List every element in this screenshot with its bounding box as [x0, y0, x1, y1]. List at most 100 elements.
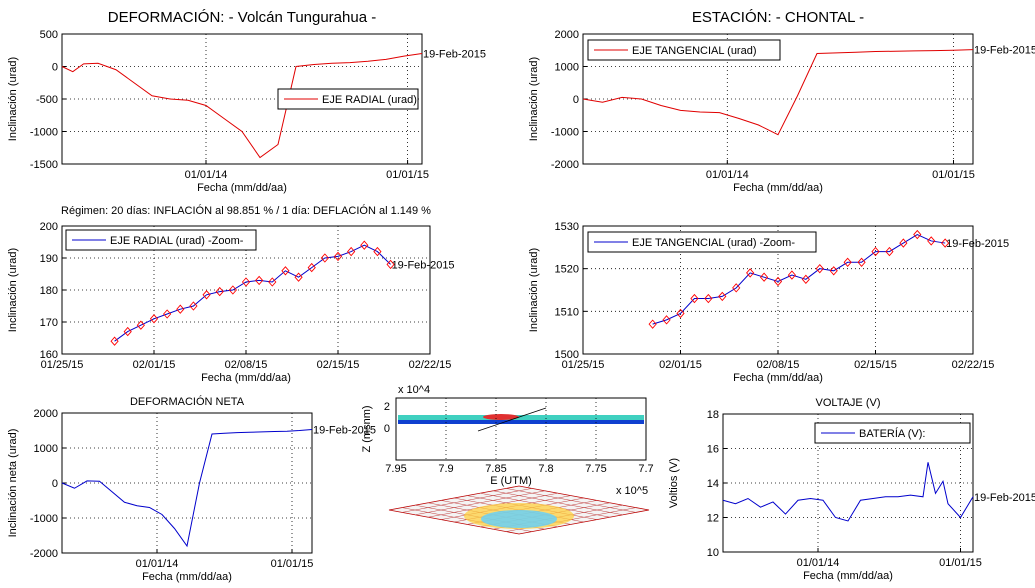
mini3d-xtick-label: 7.8 — [538, 463, 553, 475]
neta-title: DEFORMACIÓN NETA — [130, 395, 245, 408]
radial-ytick-label: 500 — [40, 29, 58, 41]
tangencial_zoom-marker — [648, 319, 657, 329]
radial_zoom-marker — [163, 309, 172, 319]
tangencial_zoom-marker — [773, 276, 783, 287]
tangencial_zoom-xtick-label: 01/25/15 — [562, 359, 605, 371]
radial_zoom-marker — [123, 326, 132, 337]
mini3d-xtick-label: 7.95 — [385, 463, 406, 475]
tangencial_zoom-ytick-label: 1510 — [555, 306, 579, 318]
radial-xtick-label: 01/01/15 — [386, 169, 429, 181]
mini3d-ytick-label: 2 — [384, 401, 390, 413]
radial-end-label: 19-Feb-2015 — [423, 49, 486, 61]
radial-ytick-label: 0 — [52, 62, 58, 74]
tangencial_zoom-ylabel: Inclinación (urad) — [528, 248, 540, 332]
mini3d-chart — [395, 397, 647, 461]
radial_zoom-end-label: 19-Feb-2015 — [392, 259, 455, 271]
tangencial_zoom-legend-label: EJE TANGENCIAL (urad) -Zoom- — [632, 237, 795, 249]
radial_zoom-marker — [110, 336, 119, 346]
tangencial_zoom-ytick-label: 1520 — [555, 264, 579, 276]
main-title-right: ESTACIÓN: - CHONTAL - — [692, 9, 864, 26]
neta-ytick-label: 0 — [52, 478, 58, 490]
radial-xlabel: Fecha (mm/dd/aa) — [197, 182, 287, 194]
radial_zoom-marker — [281, 266, 290, 276]
mini3d-ylabel: Z (msnm) — [361, 405, 373, 452]
mini3d-y-exponent: x 10^4 — [398, 384, 430, 396]
radial_zoom-xtick-label: 02/15/15 — [317, 359, 360, 371]
tangencial-ytick-label: 0 — [573, 94, 579, 106]
radial-ytick-label: -1500 — [30, 159, 58, 171]
radial-ytick-label: -500 — [36, 94, 58, 106]
tangencial-ytick-label: -1000 — [551, 127, 579, 139]
mini3d-surface-band — [398, 415, 644, 420]
tangencial-ytick-label: 2000 — [555, 29, 579, 41]
mini3d-surface-band — [398, 420, 644, 424]
radial_zoom-marker — [268, 277, 277, 287]
main-title-left: DEFORMACIÓN: - Volcán Tungurahua - — [108, 9, 376, 26]
radial_zoom-marker — [307, 262, 316, 273]
radial_zoom-ytick-label: 170 — [40, 317, 58, 329]
tangencial_zoom-xtick-label: 02/01/15 — [659, 359, 702, 371]
tangencial_zoom-marker — [899, 238, 908, 248]
voltaje-xtick-label: 01/01/14 — [797, 557, 840, 569]
voltaje-xlabel: Fecha (mm/dd/aa) — [803, 570, 893, 582]
radial_zoom-xtick-label: 02/22/15 — [409, 359, 452, 371]
voltaje-ytick-label: 14 — [707, 478, 719, 490]
tangencial_zoom-marker — [732, 283, 741, 293]
radial_zoom-legend — [65, 229, 257, 251]
neta-xtick-label: 01/01/14 — [136, 558, 179, 570]
tangencial_zoom-marker — [759, 272, 769, 282]
tangencial_zoom-marker — [885, 246, 894, 257]
tangencial_zoom-xtick-label: 02/15/15 — [854, 359, 897, 371]
neta-ytick-label: -1000 — [30, 513, 58, 525]
neta-chart — [61, 412, 313, 554]
radial_zoom-marker — [176, 304, 185, 314]
tangencial_zoom-marker — [913, 229, 922, 240]
radial_zoom-marker — [202, 290, 211, 300]
mini3d-x-exponent: x 10^5 — [616, 485, 648, 497]
radial_zoom-marker — [333, 251, 343, 262]
mini3d-xlabel: E (UTM) — [490, 475, 532, 487]
voltaje-ytick-label: 10 — [707, 547, 719, 559]
mini3d-plot-area — [395, 397, 647, 461]
radial_zoom-legend-label: EJE RADIAL (urad) -Zoom- — [110, 235, 244, 247]
mini3d-mesh-line — [505, 488, 637, 513]
radial_zoom-marker — [189, 301, 198, 311]
voltaje-xtick-label: 01/01/15 — [939, 557, 982, 569]
tangencial_zoom-xtick-label: 02/22/15 — [952, 359, 995, 371]
voltaje-end-label: 19-Feb-2015 — [974, 492, 1035, 504]
radial_zoom-ytick-label: 180 — [40, 285, 58, 297]
tangencial_zoom-marker — [718, 291, 727, 302]
tangencial-ytick-label: -2000 — [551, 159, 579, 171]
neta-xlabel: Fecha (mm/dd/aa) — [142, 571, 232, 583]
tangencial-ytick-label: 1000 — [555, 62, 579, 74]
neta-ytick-label: -2000 — [30, 548, 58, 560]
voltaje-ytick-label: 12 — [707, 513, 719, 525]
tangencial_zoom-marker — [857, 257, 866, 267]
radial_zoom-xtick-label: 02/08/15 — [225, 359, 268, 371]
radial_zoom-marker — [136, 320, 145, 330]
tangencial-ylabel: Inclinación (urad) — [528, 57, 540, 141]
radial_zoom-ytick-label: 190 — [40, 253, 58, 265]
mini3d-xtick-label: 7.75 — [585, 463, 606, 475]
radial_zoom-marker — [241, 277, 251, 287]
radial_zoom-marker — [373, 246, 382, 257]
radial_zoom-marker — [386, 259, 395, 270]
radial-ylabel: Inclinación (urad) — [7, 57, 19, 141]
mini3d-mesh-line — [492, 490, 624, 516]
radial-legend — [277, 88, 419, 110]
mini3d-xtick-label: 7.9 — [438, 463, 453, 475]
tangencial_zoom-xtick-label: 02/08/15 — [757, 359, 800, 371]
radial-xtick-label: 01/01/14 — [185, 169, 228, 181]
neta-end-label: 19-Feb-2015 — [313, 424, 376, 436]
neta-xtick-label: 01/01/15 — [271, 558, 314, 570]
tangencial_zoom-marker — [829, 266, 838, 276]
voltaje-title: VOLTAJE (V) — [816, 397, 881, 409]
mini3d-axis-line — [477, 407, 547, 432]
radial_zoom-marker — [294, 272, 303, 282]
radial_zoom-marker — [347, 246, 356, 257]
radial_zoom-xtick-label: 02/01/15 — [133, 359, 176, 371]
tangencial_zoom-marker — [801, 274, 810, 285]
radial_zoom-ylabel: Inclinación (urad) — [7, 248, 19, 332]
voltaje-ylabel: Voltios (V) — [668, 458, 680, 508]
